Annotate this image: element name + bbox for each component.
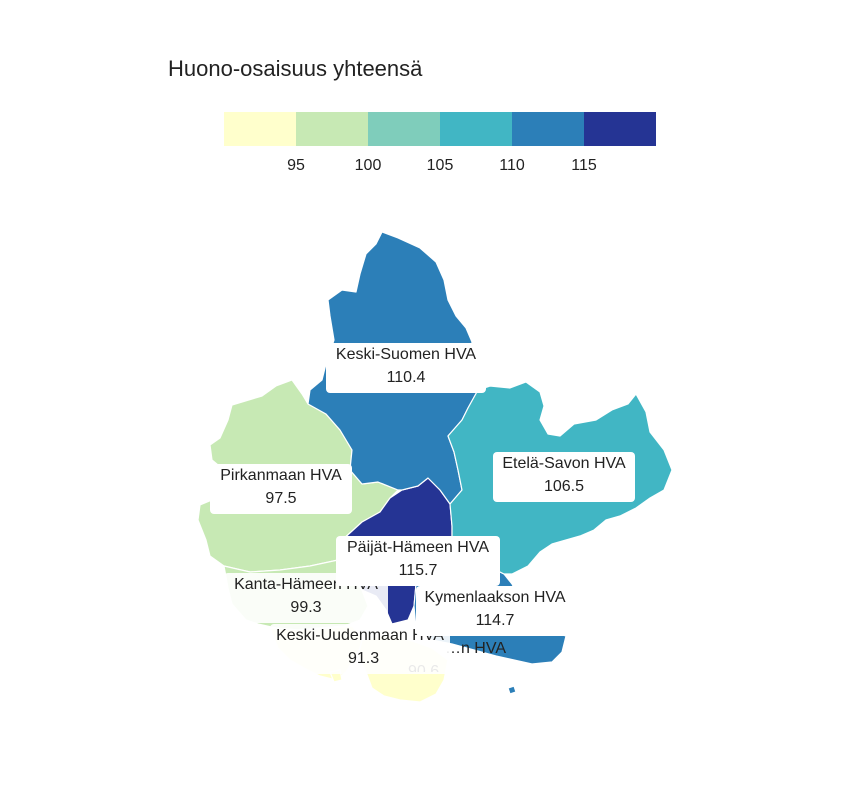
label-keski-uusimaa-name: Keski-Uudenmaan HVA — [276, 627, 444, 644]
label-etela-savo: Etelä-Savon HVA 106.5 — [493, 452, 635, 502]
legend-swatch-0 — [224, 112, 296, 146]
label-ita-uusimaa-name: …n HVA — [444, 640, 506, 657]
label-kymenlaakso-value: 114.7 — [475, 612, 515, 629]
label-paijat-hame-name: Päijät-Hämeen HVA — [347, 539, 489, 556]
label-kymenlaakso-name: Kymenlaakson HVA — [424, 589, 566, 606]
legend-tick-4: 115 — [571, 157, 597, 174]
color-legend: 95 100 105 110 115 — [224, 112, 656, 174]
legend-tick-3: 110 — [499, 157, 525, 174]
label-paijat-hame: Päijät-Hämeen HVA 115.7 — [336, 536, 500, 586]
legend-swatch-2 — [368, 112, 440, 146]
label-etela-savo-value: 106.5 — [543, 478, 585, 495]
legend-title: Huono-osaisuus yhteensä — [168, 56, 423, 81]
label-paijat-hame-value: 115.7 — [398, 562, 438, 579]
label-keski-suomi-value: 110.4 — [386, 369, 426, 386]
label-pirkanmaa-name: Pirkanmaan HVA — [220, 467, 342, 484]
legend-swatch-5 — [584, 112, 656, 146]
legend-swatch-1 — [296, 112, 368, 146]
label-pirkanmaa-value: 97.5 — [265, 490, 297, 507]
island-fragment — [507, 685, 517, 695]
label-kanta-hame-value: 99.3 — [290, 599, 322, 616]
label-pirkanmaa: Pirkanmaan HVA 97.5 — [210, 464, 352, 514]
label-keski-suomi-name: Keski-Suomen HVA — [335, 346, 477, 363]
legend-tick-2: 105 — [427, 157, 454, 174]
label-keski-uusimaa-value: 91.3 — [348, 650, 380, 667]
label-etela-savo-name: Etelä-Savon HVA — [502, 455, 626, 472]
legend-tick-0: 95 — [287, 157, 305, 174]
legend-swatch-3 — [440, 112, 512, 146]
label-kymenlaakso: Kymenlaakson HVA 114.7 — [416, 586, 574, 636]
legend-swatch-4 — [512, 112, 584, 146]
label-keski-suomi: Keski-Suomen HVA 110.4 — [326, 343, 486, 393]
legend-tick-1: 100 — [355, 157, 382, 174]
